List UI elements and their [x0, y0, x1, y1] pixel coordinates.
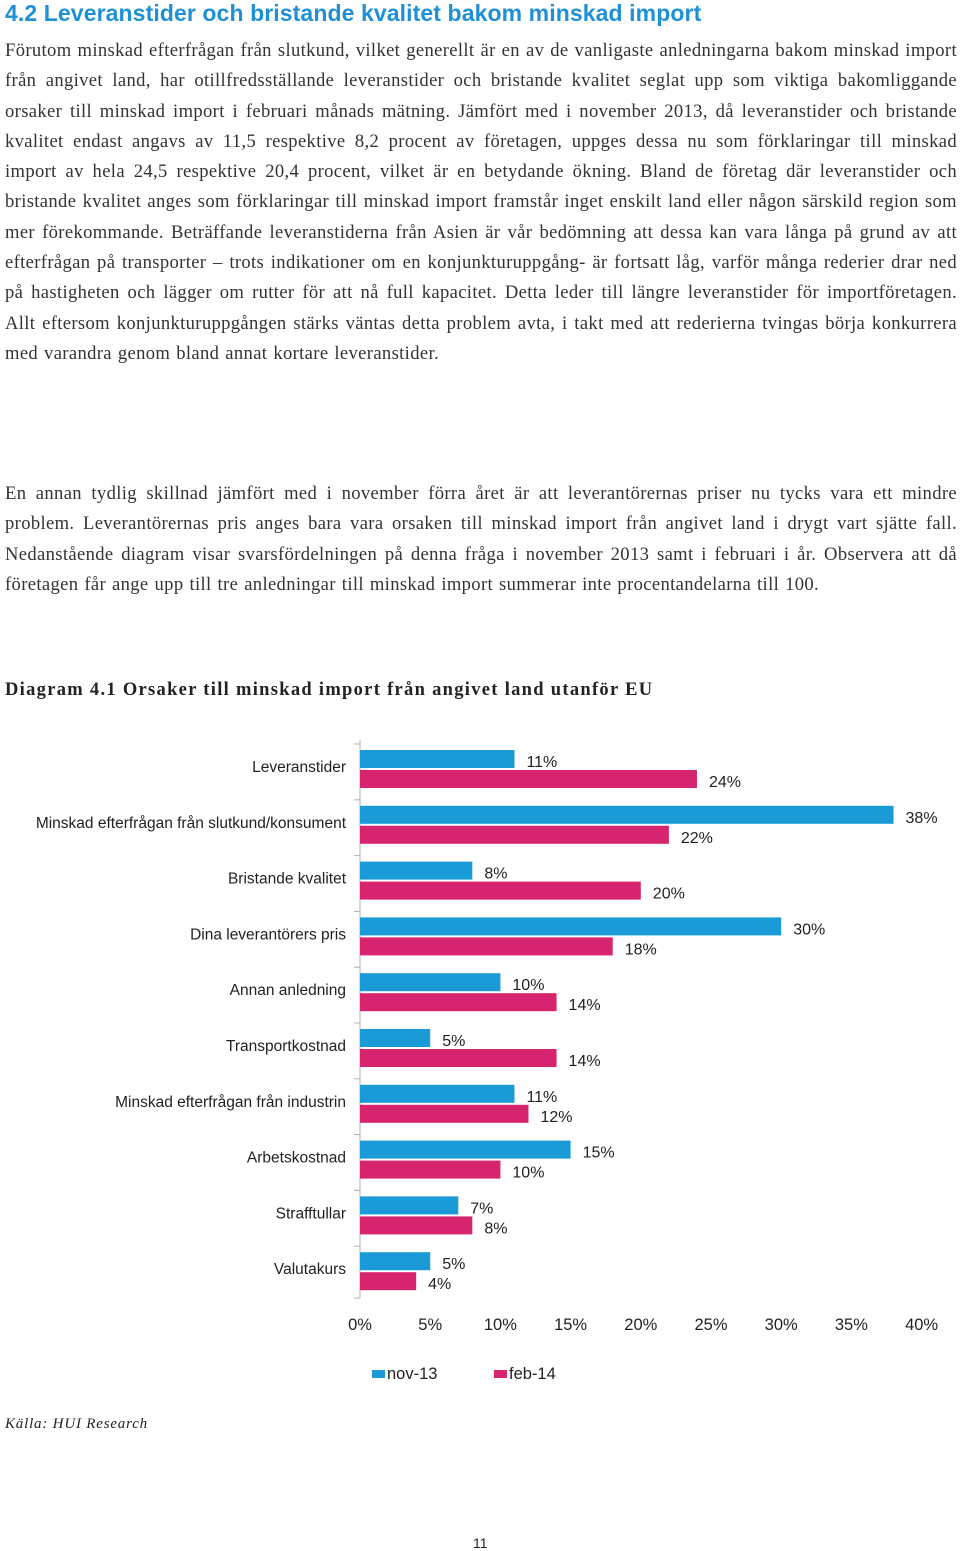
- bar-feb-14: [360, 1049, 557, 1067]
- data-label: 5%: [442, 1256, 465, 1273]
- category-label: Bristande kvalitet: [228, 871, 347, 888]
- bar-nov-13: [360, 750, 515, 768]
- bar-feb-14: [360, 881, 641, 900]
- x-tick-label: 35%: [835, 1316, 868, 1334]
- x-tick-label: 5%: [418, 1316, 442, 1334]
- bar-chart: Leveranstider 11% 24% Minskad efterfrågan f…: [36, 740, 938, 1383]
- category-label: Arbetskostnad: [247, 1150, 346, 1167]
- x-tick-label: 15%: [554, 1316, 587, 1334]
- data-label: 14%: [569, 997, 601, 1014]
- bar-nov-13: [360, 1196, 459, 1215]
- category-label: Minskad efterfrågan från slutkund/konsum…: [36, 815, 347, 832]
- x-tick-label: 20%: [624, 1316, 657, 1334]
- bar-feb-14: [360, 1216, 473, 1235]
- data-label: 14%: [569, 1053, 601, 1070]
- bar-feb-14: [360, 993, 557, 1012]
- x-tick-label: 30%: [765, 1316, 798, 1334]
- bar-nov-13: [360, 1029, 431, 1047]
- data-label: 30%: [793, 921, 825, 938]
- data-label: 18%: [625, 941, 657, 958]
- category-label: Leveranstider: [252, 759, 346, 776]
- data-label: 8%: [484, 1220, 507, 1237]
- bar-feb-14: [360, 1272, 417, 1291]
- bar-feb-14: [360, 1160, 501, 1179]
- bar-nov-13: [360, 917, 782, 936]
- data-label: 22%: [681, 830, 713, 847]
- bar-nov-13: [360, 1140, 571, 1159]
- bar-feb-14: [360, 825, 669, 844]
- legend-label: nov-13: [387, 1365, 437, 1383]
- data-label: 8%: [484, 866, 507, 883]
- diagram-title: Diagram 4.1 Orsaker till minskad import …: [5, 680, 654, 700]
- bar-feb-14: [360, 937, 613, 956]
- data-label: 4%: [428, 1276, 451, 1293]
- data-label: 24%: [709, 774, 741, 791]
- bar-nov-13: [360, 1252, 431, 1271]
- category-label: Valutakurs: [274, 1261, 346, 1278]
- data-label: 12%: [540, 1109, 572, 1126]
- data-label: 5%: [442, 1033, 465, 1050]
- x-tick-label: 10%: [484, 1316, 517, 1334]
- data-label: 10%: [512, 977, 544, 994]
- bar-nov-13: [360, 1084, 515, 1103]
- category-label: Annan anledning: [230, 982, 346, 999]
- data-label: 11%: [526, 754, 557, 771]
- data-label: 38%: [906, 810, 938, 827]
- legend-swatch-nov-13: [372, 1370, 385, 1378]
- category-label: Strafftullar: [276, 1205, 346, 1222]
- data-label: 20%: [653, 886, 685, 903]
- body-paragraph: En annan tydlig skillnad jämfört med i n…: [5, 483, 957, 595]
- bar-feb-14: [360, 1104, 529, 1123]
- category-label: Transportkostnad: [226, 1038, 346, 1055]
- data-label: 10%: [512, 1165, 544, 1182]
- bar-nov-13: [360, 805, 894, 824]
- source-note: Källa: HUI Research: [5, 1416, 148, 1432]
- legend-label: feb-14: [509, 1365, 556, 1383]
- category-label: Minskad efterfrågan från industrin: [115, 1094, 346, 1111]
- data-label: 11%: [526, 1089, 557, 1106]
- x-tick-label: 0%: [348, 1316, 372, 1334]
- page-number: 11: [473, 1535, 488, 1551]
- section-heading: 4.2 Leveranstider och bristande kvalitet…: [5, 0, 702, 26]
- bar-nov-13: [360, 973, 501, 992]
- category-label: Dina leverantörers pris: [190, 926, 346, 943]
- x-tick-label: 25%: [694, 1316, 727, 1334]
- bar-nov-13: [360, 861, 473, 880]
- legend-swatch-feb-14: [494, 1370, 507, 1378]
- bar-feb-14: [360, 770, 697, 788]
- x-tick-label: 40%: [905, 1316, 938, 1334]
- data-label: 15%: [583, 1145, 615, 1162]
- data-label: 7%: [470, 1200, 493, 1217]
- body-paragraph: Förutom minskad efterfrågan från slutkun…: [5, 40, 957, 364]
